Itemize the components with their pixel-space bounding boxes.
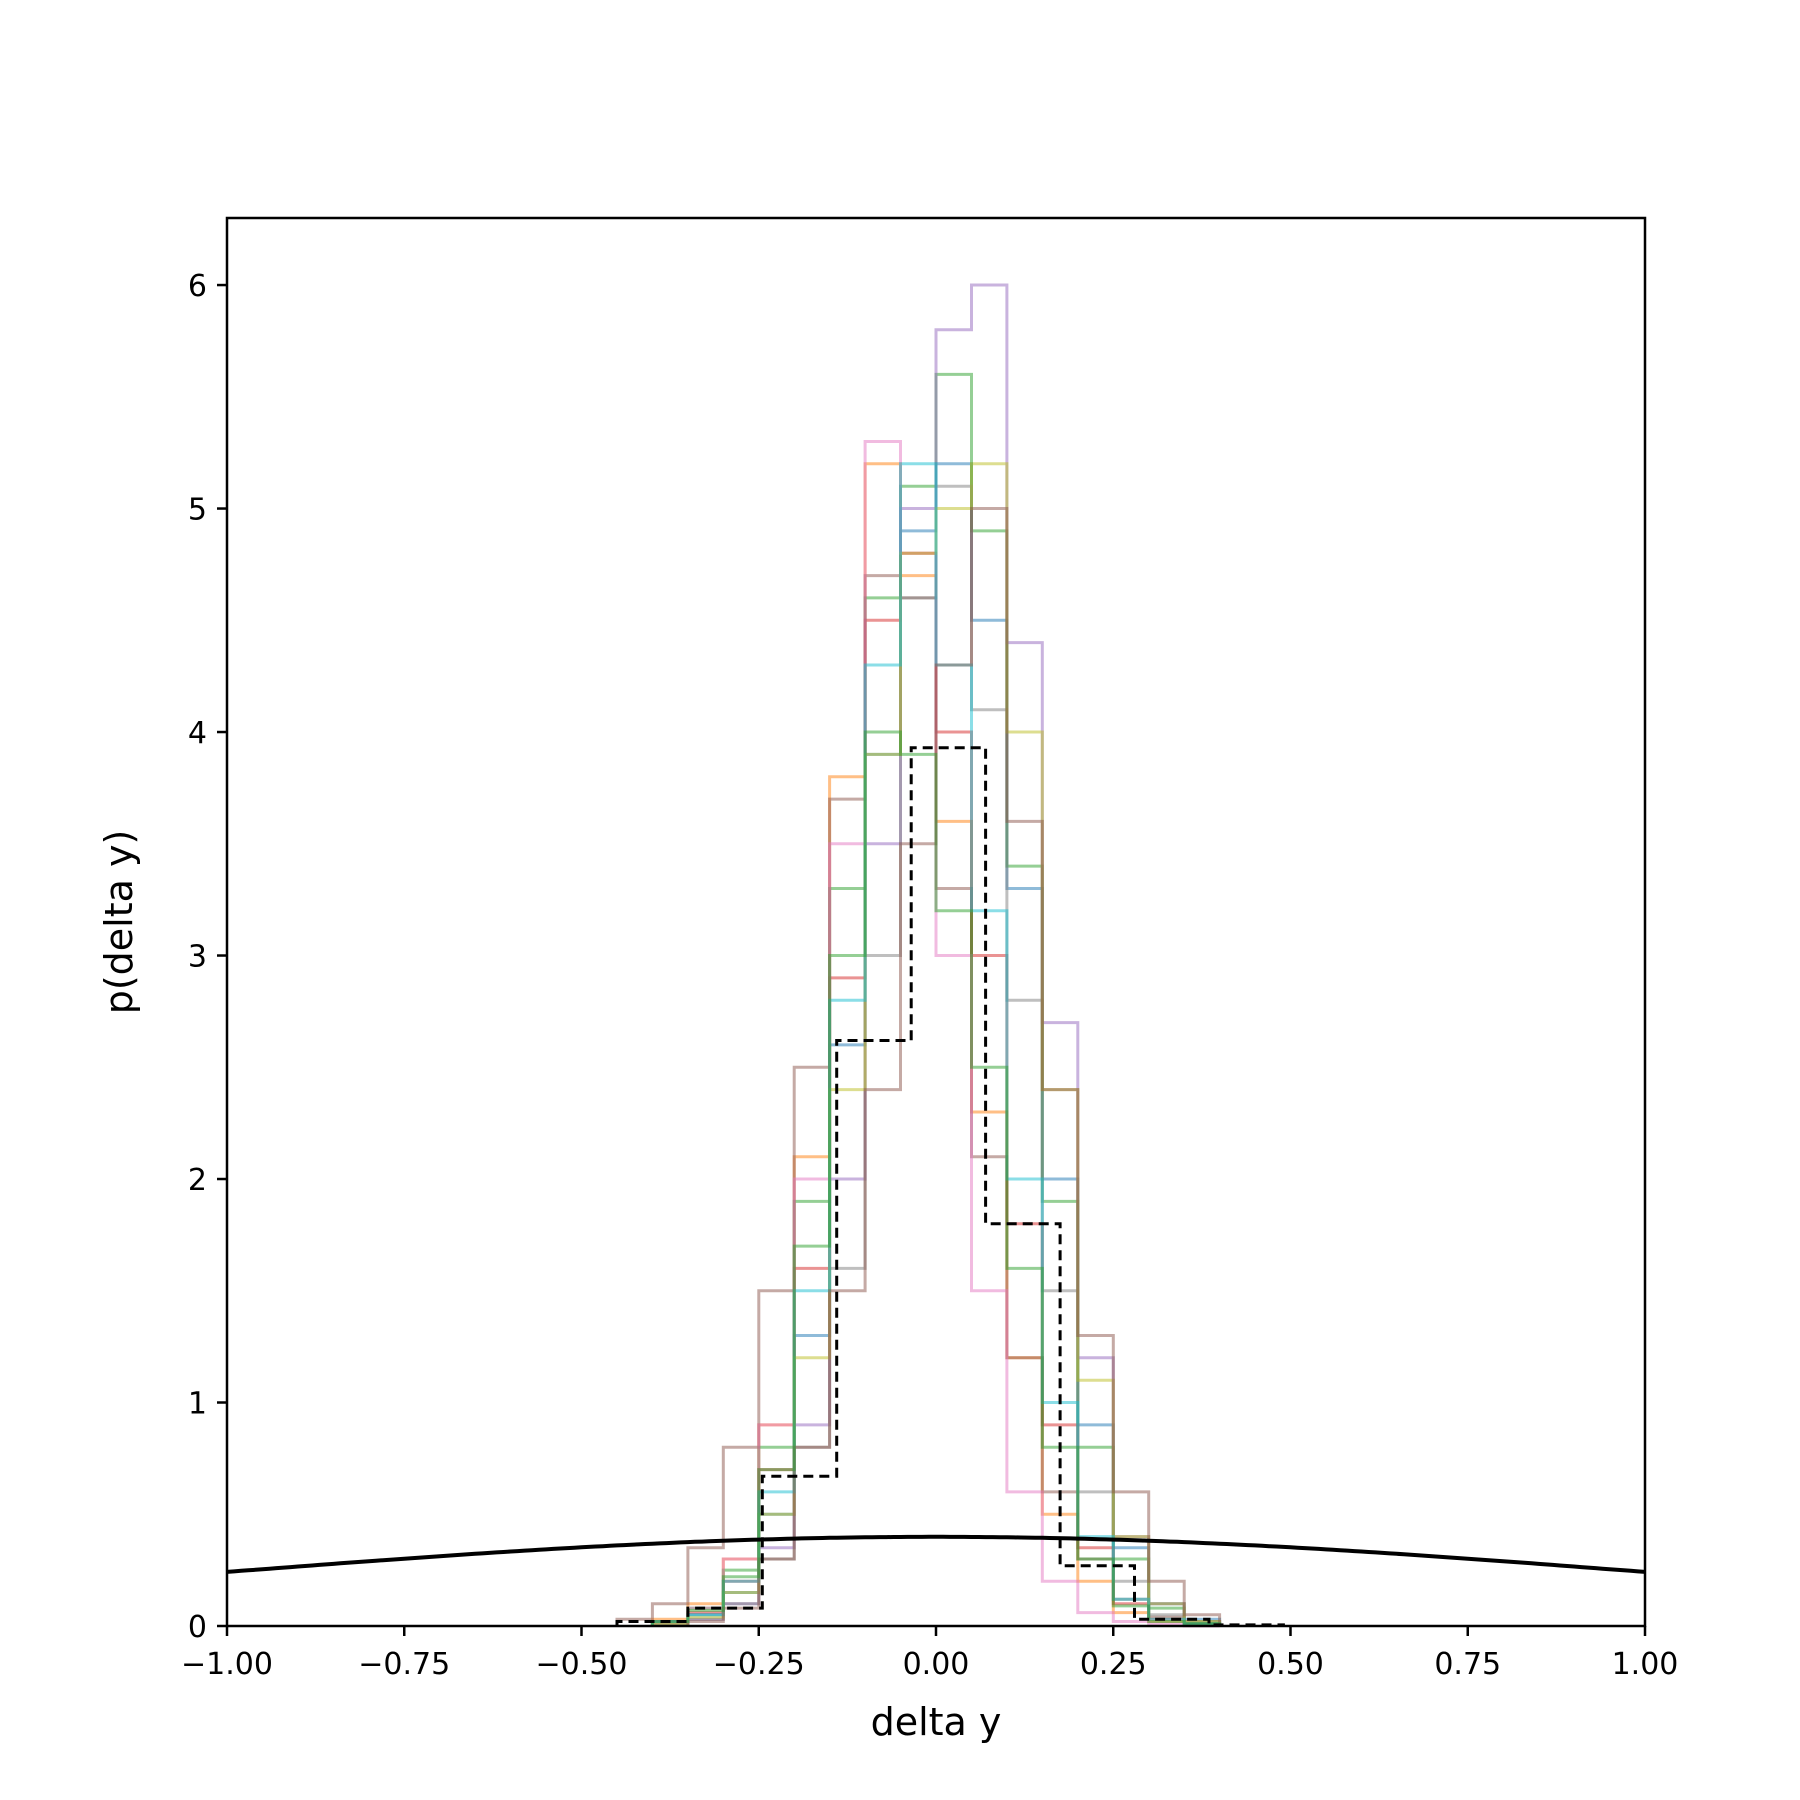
x-tick-label: −0.25 bbox=[713, 1647, 805, 1682]
histogram-series-6 bbox=[615, 574, 1222, 1626]
aggregate-histogram-layer bbox=[615, 746, 1285, 1627]
aggregate-histogram bbox=[615, 746, 1285, 1627]
histogram-series-11 bbox=[686, 507, 1222, 1626]
normal-curve-layer bbox=[226, 1534, 1646, 1574]
y-tick-label: 0 bbox=[188, 1610, 207, 1645]
normal-pdf-curve bbox=[226, 1534, 1646, 1574]
x-tick-label: 0.50 bbox=[1257, 1647, 1324, 1682]
x-axis-ticks: −1.00 −0.75 −0.50 −0.25 0.00 0.25 0.50 0.75 1.00 bbox=[181, 1626, 1678, 1682]
histogram-series-10 bbox=[650, 462, 1222, 1626]
y-tick-label: 6 bbox=[188, 269, 207, 304]
y-tick-label: 2 bbox=[188, 1163, 207, 1198]
x-tick-label: 1.00 bbox=[1612, 1647, 1679, 1682]
y-tick-label: 4 bbox=[188, 716, 207, 751]
y-axis-label: p(delta y) bbox=[97, 830, 141, 1015]
x-tick-label: −0.50 bbox=[536, 1647, 628, 1682]
histogram-series-12 bbox=[650, 730, 1222, 1626]
y-axis-ticks: 0 1 2 3 4 5 6 bbox=[188, 269, 227, 1645]
histogram-series-layer bbox=[615, 283, 1222, 1628]
y-tick-label: 1 bbox=[188, 1387, 207, 1422]
x-tick-label: −0.75 bbox=[358, 1647, 450, 1682]
y-tick-label: 5 bbox=[188, 493, 207, 528]
y-tick-label: 3 bbox=[188, 940, 207, 975]
x-tick-label: −1.00 bbox=[181, 1647, 273, 1682]
x-tick-label: 0.00 bbox=[903, 1647, 970, 1682]
x-axis-label: delta y bbox=[871, 1700, 1002, 1744]
x-tick-label: 0.75 bbox=[1434, 1647, 1501, 1682]
x-tick-label: 0.25 bbox=[1080, 1647, 1147, 1682]
